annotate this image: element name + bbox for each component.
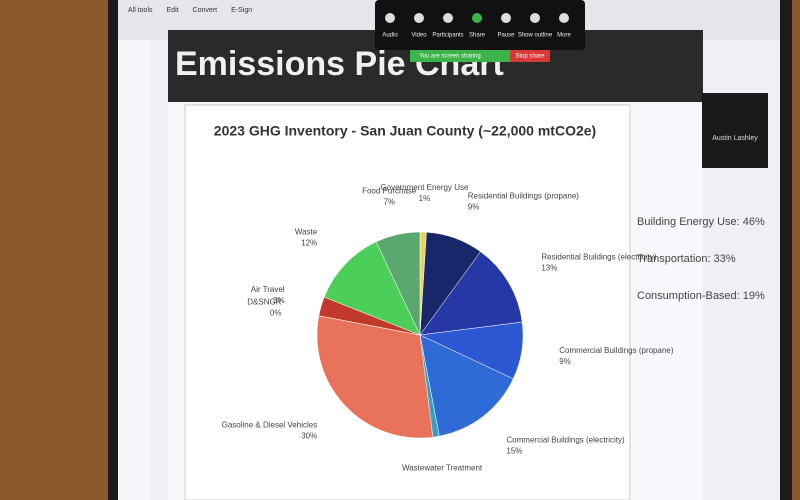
- slice-value-label: 30%: [301, 432, 317, 441]
- slice-label: D&SNGR: [247, 298, 281, 307]
- pie-slice: [375, 231, 421, 336]
- slice-value-label: 9%: [468, 202, 480, 211]
- slice-label: Residential Buildings (propane): [468, 191, 580, 200]
- chart-title: 2023 GHG Inventory - San Juan County (~2…: [214, 123, 596, 139]
- meeting-control[interactable]: Show outline: [518, 33, 553, 39]
- slice-label: Commercial Buildings (propane): [559, 346, 674, 355]
- slice-value-label: 7%: [383, 198, 395, 207]
- meeting-controls: [375, 0, 585, 50]
- meeting-control[interactable]: Audio: [382, 33, 398, 39]
- slice-label: Commercial Buildings (electricity): [506, 436, 625, 445]
- slice-label: Food Purchase: [362, 187, 417, 196]
- summary-line: Building Energy Use: 46%: [637, 216, 765, 228]
- control-icon[interactable]: [530, 13, 540, 23]
- app-tab[interactable]: Edit: [167, 7, 179, 14]
- slice-value-label: 1%: [419, 194, 431, 203]
- tool-strip: [118, 40, 150, 500]
- app-tab[interactable]: Convert: [193, 7, 218, 14]
- app-tab[interactable]: E-Sign: [231, 7, 252, 14]
- slice-label: Waste: [295, 228, 318, 237]
- meeting-control[interactable]: More: [557, 33, 571, 39]
- stop-share-button[interactable]: [510, 50, 550, 62]
- control-icon[interactable]: [385, 13, 395, 23]
- summary-line: Transportation: 33%: [637, 253, 736, 265]
- participant-video: [702, 93, 768, 168]
- slice-value-label: 3%: [273, 296, 285, 305]
- control-icon[interactable]: [559, 13, 569, 23]
- pie-slice: [419, 251, 523, 336]
- control-icon[interactable]: [443, 13, 453, 23]
- meeting-control[interactable]: Pause: [497, 33, 515, 39]
- slice-value-label: 13%: [541, 263, 557, 272]
- slice-label: Gasoline & Diesel Vehicles: [222, 421, 318, 430]
- slice-label: Government Energy Use: [380, 183, 469, 192]
- meeting-control[interactable]: Share: [469, 33, 486, 39]
- meeting-control[interactable]: Video: [411, 33, 427, 39]
- slice-label: Wastewater Treatment: [402, 463, 483, 472]
- control-icon[interactable]: [472, 13, 482, 23]
- app-tab[interactable]: All tools: [128, 7, 153, 14]
- participant-name: Austin Lashley: [712, 135, 758, 142]
- slice-value-label: 12%: [301, 239, 317, 248]
- sharing-notice: You are screen sharing: [419, 54, 481, 60]
- slice-value-label: 9%: [559, 357, 571, 366]
- stop-share[interactable]: Stop share: [515, 54, 545, 60]
- slice-label: Residential Buildings (electricity): [541, 252, 656, 261]
- slice-label: Air Travel: [251, 285, 285, 294]
- pie-slice: [419, 334, 514, 437]
- control-icon[interactable]: [414, 13, 424, 23]
- summary-line: Consumption-Based: 19%: [637, 290, 765, 302]
- slice-value-label: 15%: [506, 447, 522, 456]
- control-icon[interactable]: [501, 13, 511, 23]
- meeting-control[interactable]: Participants: [432, 33, 463, 39]
- slice-value-label: 0%: [270, 309, 282, 318]
- pie-slice: [323, 241, 421, 336]
- pie-slice: [316, 315, 434, 439]
